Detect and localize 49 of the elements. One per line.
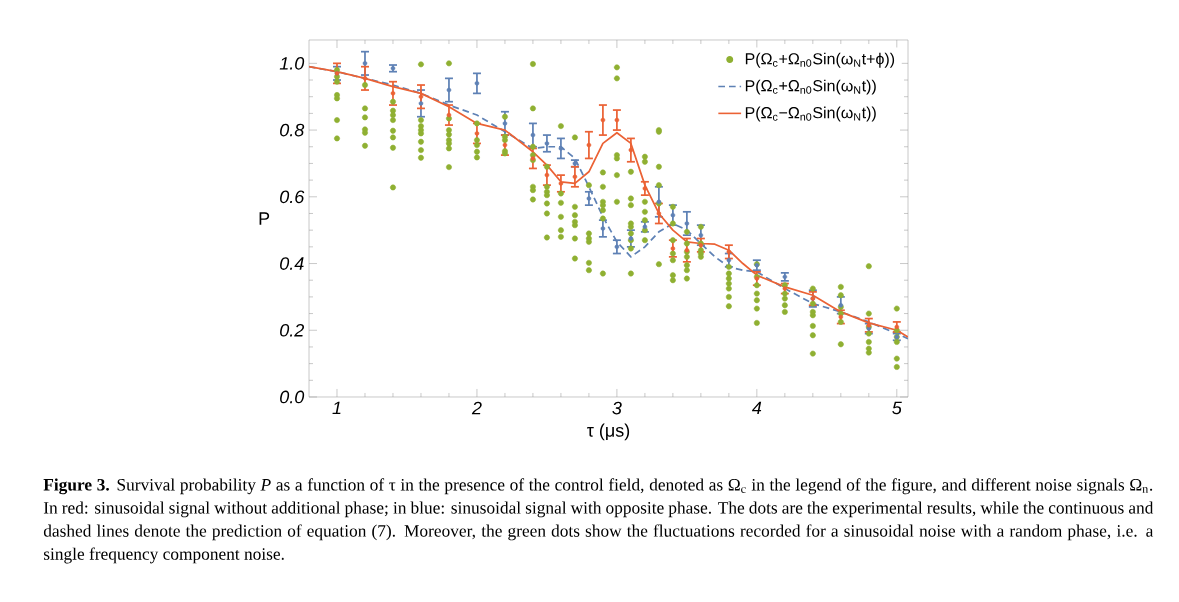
point — [474, 131, 480, 136]
point — [628, 147, 634, 153]
point — [586, 142, 592, 148]
x-tick-label: 3 — [612, 401, 622, 415]
x-tick-label: 1 — [332, 401, 341, 415]
y-tick-label: 0.4 — [280, 257, 304, 270]
y-tick-label: 0.2 — [280, 323, 305, 337]
y-tick-label: 0.6 — [280, 190, 305, 204]
point — [684, 221, 690, 226]
point — [838, 314, 844, 320]
point — [656, 211, 662, 216]
point — [698, 232, 704, 238]
point — [782, 286, 788, 291]
point — [502, 121, 508, 126]
point — [558, 181, 564, 186]
point — [530, 132, 536, 138]
point — [642, 186, 648, 191]
legend-label: P(Ω$_{c}$−Ω$_{n0}$Sin(ω$_{N}$t)) — [745, 106, 876, 122]
x-tick-label: 2 — [471, 401, 482, 415]
point — [418, 94, 424, 99]
point — [362, 61, 368, 66]
point — [670, 212, 676, 218]
point — [614, 117, 620, 123]
point — [502, 142, 508, 148]
point — [544, 172, 550, 178]
y-tick-label: 0.8 — [280, 123, 305, 137]
point — [614, 244, 620, 250]
point — [418, 101, 424, 106]
point — [558, 146, 564, 151]
point — [572, 174, 578, 180]
x-tick-label: 4 — [751, 401, 762, 415]
point — [600, 117, 606, 123]
legend-label: P(Ω$_{c}$+Ω$_{n0}$Sin(ω$_{N}$t+ϕ)) — [745, 52, 895, 68]
y-axis-title: P — [259, 212, 270, 225]
point — [600, 226, 606, 231]
y-tick-label: 0.0 — [280, 390, 305, 404]
point — [474, 81, 480, 86]
x-axis-title: τ (μs) — [587, 423, 630, 441]
point — [390, 91, 396, 96]
point — [446, 112, 452, 118]
legend-label: P(Ω$_{c}$+Ω$_{n0}$Sin(ω$_{N}$t)) — [745, 79, 876, 95]
point — [362, 76, 368, 81]
x-tick-label: 5 — [892, 401, 902, 415]
y-tick-label: 1.0 — [279, 56, 305, 70]
point — [586, 196, 592, 201]
text: Figure 3. Survival probability P as a function of τ in the presence of the control field, denoted as Ω$_{c}$ in the legend of the figure, and different noise signals Ω$_{n}$. In red: sinusoidal signal without additional phase; in blue: sinusoidal signal with opposite phase. The dots are the experimental results, while the continuous and dashed lines denote the prediction of equation (7). Moreover, the green dots show the fluctuations recorded for a sinusoidal noise with a random phase, i.e. a single frequency component noise. — [43, 478, 1154, 564]
point — [544, 141, 550, 146]
point — [446, 87, 452, 93]
point — [670, 246, 676, 251]
